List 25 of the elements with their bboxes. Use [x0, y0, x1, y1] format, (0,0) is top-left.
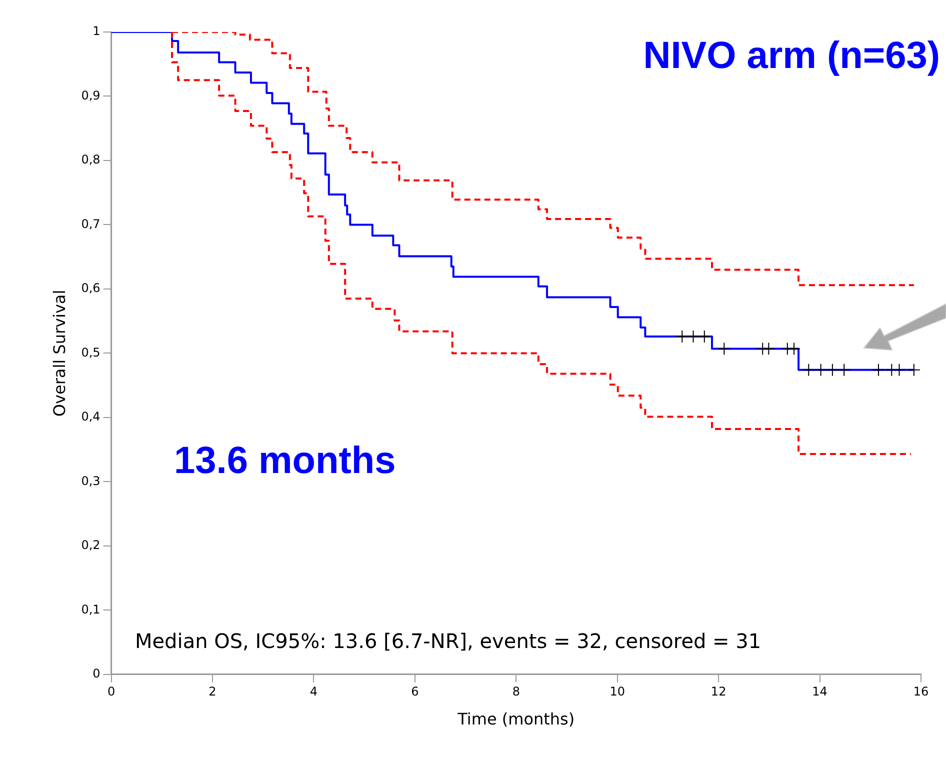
y-axis-title: Overall Survival: [50, 290, 69, 417]
x-tick-label: 4: [310, 684, 318, 699]
y-tick-label: 0,1: [81, 602, 100, 616]
y-tick-label: 0,3: [81, 474, 100, 488]
y-tick-label: 0,9: [81, 88, 100, 102]
y-tick-label: 0,4: [81, 410, 100, 424]
x-tick-label: 2: [208, 684, 216, 699]
annotation: Median OS, IC95%: 13.6 [6.7-NR], events = 32, censored = 31: [135, 629, 762, 653]
x-tick-label: 10: [610, 684, 625, 699]
x-tick-label: 14: [812, 684, 828, 699]
x-tick-label: 16: [913, 684, 929, 699]
y-tick-label: 1: [92, 24, 100, 38]
x-tick-label: 0: [107, 684, 116, 699]
y-tick-label: 0,8: [81, 152, 100, 167]
y-tick-label: 0,2: [81, 538, 100, 552]
annotation: 13.6 months: [174, 440, 396, 482]
y-tick-label: 0,7: [81, 216, 100, 231]
x-axis-title: Time (months): [456, 710, 575, 729]
annotation: NIVO arm (n=63): [643, 35, 940, 77]
x-tick-label: 8: [512, 684, 520, 699]
x-tick-label: 6: [411, 684, 419, 699]
y-tick-label: 0: [92, 666, 100, 681]
y-tick-label: 0,6: [81, 281, 100, 296]
y-tick-label: 0,5: [81, 345, 100, 360]
x-tick-label: 12: [710, 684, 726, 699]
